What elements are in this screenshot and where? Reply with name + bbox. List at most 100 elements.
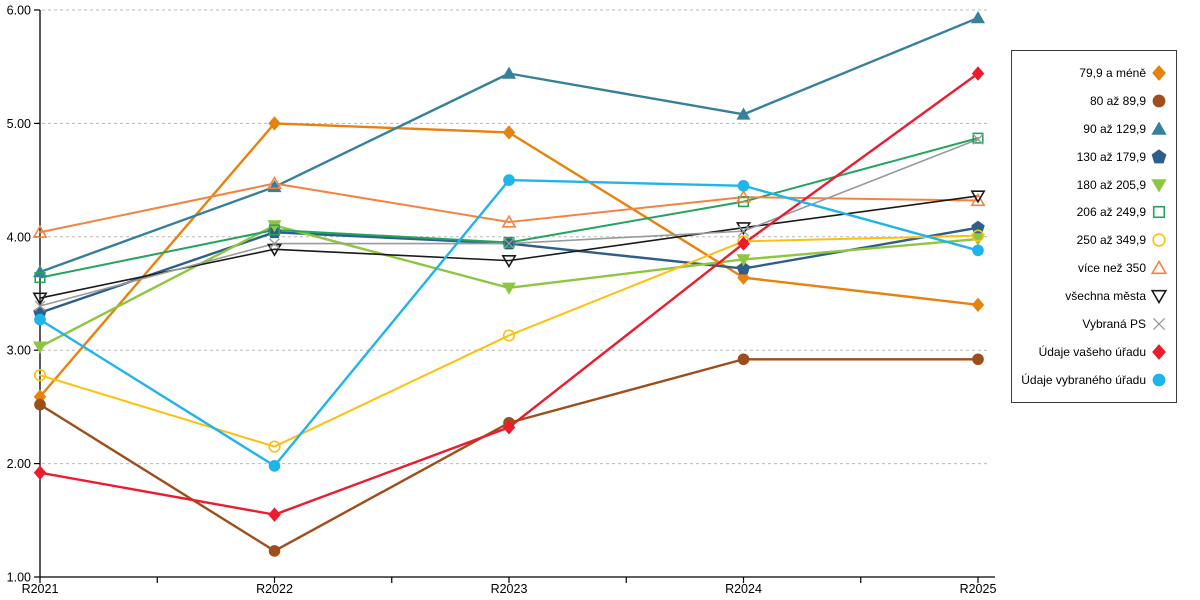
legend-label: všechna města — [1065, 289, 1146, 304]
legend-item: Vybraná PS — [1016, 316, 1167, 332]
legend-label: 130 až 179,9 — [1076, 149, 1146, 164]
diamond-icon — [268, 116, 281, 131]
square-icon — [503, 236, 515, 249]
circle-icon — [972, 353, 984, 366]
circle-icon — [737, 179, 750, 192]
circle-icon — [268, 545, 281, 557]
square-icon — [268, 224, 281, 236]
legend-marker — [1152, 94, 1166, 108]
triangle-down-icon — [970, 190, 986, 204]
circle-icon — [34, 398, 46, 411]
diamond-icon — [502, 125, 516, 140]
triangle-down-icon — [32, 292, 48, 306]
triangle-up-icon — [501, 66, 517, 79]
diamond-icon — [268, 507, 281, 522]
legend-item: více než 350 — [1016, 260, 1167, 276]
legend-item: 206 až 249,9 — [1016, 204, 1167, 220]
triangle-up-icon — [970, 193, 986, 207]
y-tick-label: 2.00 — [7, 457, 31, 471]
legend-label: Údaje vašeho úřadu — [1038, 345, 1146, 360]
diamond-icon — [502, 420, 516, 435]
x-icon — [972, 133, 984, 145]
legend-label: Údaje vybraného úřadu — [1021, 372, 1146, 387]
circle-icon — [33, 369, 47, 382]
y-tick-label: 6.00 — [7, 4, 31, 18]
x-tick-label: R2024 — [725, 582, 762, 596]
legend-marker — [1152, 65, 1166, 81]
circle-icon — [268, 440, 281, 453]
legend-label: 250 až 349,9 — [1076, 233, 1146, 248]
triangle-up-icon — [32, 224, 48, 238]
triangle-up-icon — [970, 11, 986, 24]
legend-item: 79,9 a méně — [1016, 65, 1167, 81]
legend-marker — [1151, 260, 1167, 275]
triangle-down-icon — [1151, 290, 1167, 305]
x-icon — [738, 225, 749, 237]
diamond-icon — [737, 270, 750, 285]
x-tick-label: R2021 — [22, 582, 59, 596]
circle-icon — [737, 353, 750, 366]
y-tick-label: 5.00 — [7, 117, 31, 131]
diamond-icon — [1152, 65, 1166, 81]
circle-icon — [503, 174, 515, 186]
pentagon-icon — [971, 220, 985, 234]
pentagon-icon — [736, 261, 751, 275]
triangle-up-icon — [736, 107, 751, 120]
triangle-up-icon — [32, 265, 48, 278]
triangle-down-icon — [736, 254, 751, 267]
triangle-down-icon — [32, 341, 48, 354]
legend-label: 80 až 89,9 — [1089, 93, 1146, 108]
legend-item: 180 až 205,9 — [1016, 177, 1167, 193]
legend-item: 250 až 349,9 — [1016, 232, 1167, 248]
legend-marker — [1151, 121, 1167, 135]
triangle-down-icon — [501, 282, 517, 295]
triangle-up-icon — [501, 214, 517, 228]
square-icon — [972, 132, 984, 144]
y-tick-label: 3.00 — [7, 344, 31, 358]
series-line — [38, 358, 980, 553]
diamond-icon — [971, 297, 985, 313]
legend-label: Vybraná PS — [1082, 317, 1146, 332]
legend: 79,9 a méně 80 až 89,9 90 až 129,9 130 až 1… — [1011, 50, 1177, 403]
triangle-down-icon — [1151, 178, 1167, 193]
legend-item: 130 až 179,9 — [1016, 148, 1167, 165]
legend-item: 80 až 89,9 — [1016, 93, 1167, 109]
pentagon-icon — [1151, 148, 1167, 164]
x-tick-label: R2025 — [960, 582, 997, 596]
y-tick-label: 4.00 — [7, 230, 31, 244]
diamond-icon — [737, 236, 750, 251]
series-line — [39, 234, 979, 448]
series-line — [39, 182, 979, 234]
legend-label: 180 až 205,9 — [1076, 177, 1146, 192]
circle-icon — [1152, 233, 1166, 248]
legend-marker — [1152, 373, 1166, 387]
legend-marker — [1152, 233, 1166, 248]
legend-item: všechna města — [1016, 288, 1167, 305]
legend-label: 79,9 a méně — [1079, 65, 1146, 80]
y-tick-label: 1.00 — [7, 571, 31, 585]
legend-item: Údaje vybraného úřadu — [1016, 372, 1167, 388]
triangle-up-icon — [735, 189, 752, 203]
triangle-down-icon — [501, 255, 517, 269]
x-tick-label: R2023 — [491, 582, 528, 596]
legend-label: 206 až 249,9 — [1076, 205, 1146, 220]
legend-label: více než 350 — [1077, 261, 1146, 276]
series-line — [39, 137, 979, 279]
square-icon — [1152, 206, 1166, 219]
legend-marker — [1152, 344, 1166, 360]
circle-icon — [34, 313, 46, 326]
legend-marker — [1152, 206, 1166, 219]
circle-icon — [502, 329, 516, 342]
triangle-up-icon — [1151, 260, 1167, 275]
x-icon — [1152, 318, 1166, 331]
x-icon — [34, 300, 46, 312]
x-tick-label: R2022 — [256, 582, 293, 596]
legend-marker — [1151, 290, 1167, 305]
circle-icon — [1152, 94, 1166, 108]
legend-item: 90 až 129,9 — [1016, 121, 1167, 137]
legend-marker — [1151, 148, 1167, 164]
diamond-icon — [971, 66, 985, 81]
legend-item: Údaje vašeho úřadu — [1016, 344, 1167, 360]
